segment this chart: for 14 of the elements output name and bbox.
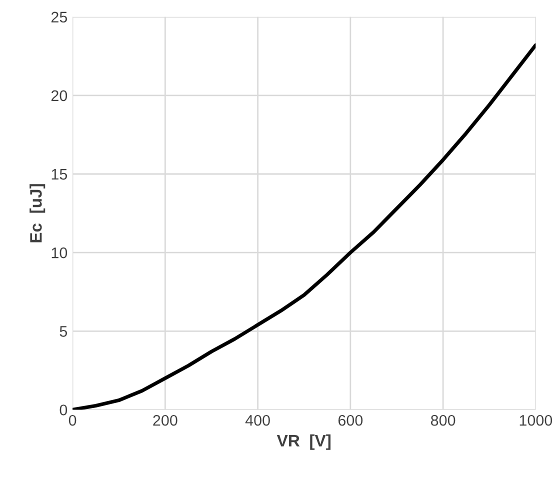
- x-axis-title: VR [V]: [276, 434, 330, 450]
- y-tick-label: 20: [51, 90, 68, 102]
- x-tick-label: 0: [68, 414, 76, 426]
- x-tick-label: 400: [245, 414, 270, 426]
- y-tick-label: 25: [51, 12, 68, 23]
- y-tick-label: 5: [60, 326, 68, 337]
- y-tick-label: 15: [52, 169, 68, 180]
- x-tick-label: 800: [430, 414, 456, 426]
- y-tick-label: 10: [52, 247, 68, 258]
- y-tick-label: 0: [60, 404, 68, 416]
- x-tick-label: 600: [338, 414, 363, 426]
- x-tick-label: 1000: [520, 414, 552, 426]
- x-tick-label: 200: [153, 414, 178, 426]
- y-axis-title: Ec [uJ]: [30, 184, 46, 242]
